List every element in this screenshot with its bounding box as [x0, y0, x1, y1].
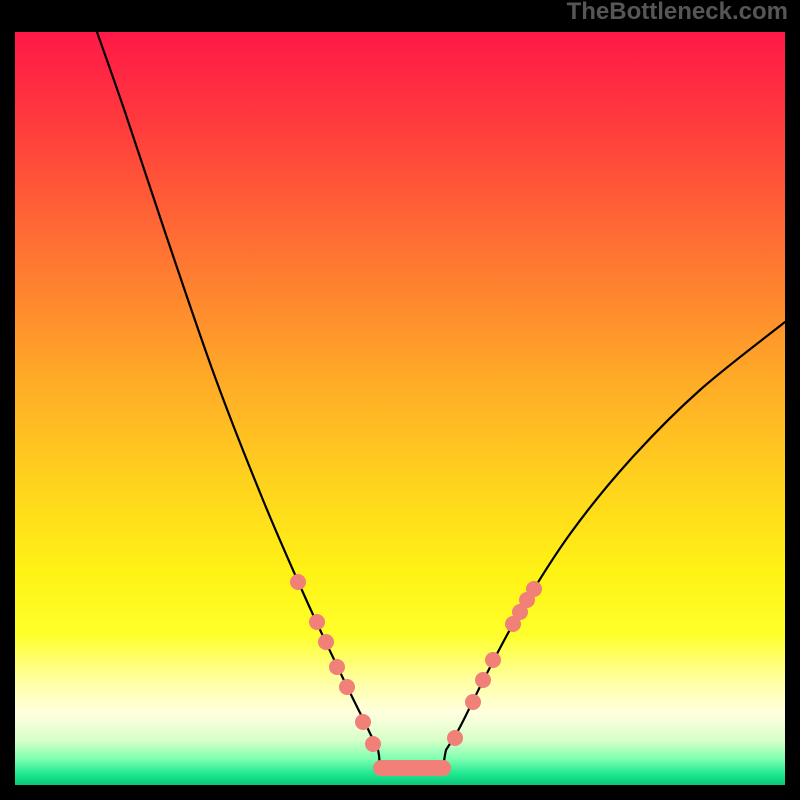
gradient-background	[15, 32, 785, 785]
bottleneck-chart	[15, 32, 785, 785]
data-marker	[355, 714, 371, 730]
watermark-text: TheBottleneck.com	[567, 0, 788, 24]
data-marker	[365, 736, 381, 752]
plot-area	[15, 32, 785, 785]
data-marker	[465, 694, 481, 710]
data-marker	[475, 672, 491, 688]
data-marker	[309, 614, 325, 630]
data-marker	[485, 652, 501, 668]
data-marker	[290, 574, 306, 590]
data-marker	[329, 659, 345, 675]
data-marker	[447, 730, 463, 746]
data-marker	[318, 634, 334, 650]
data-marker	[339, 679, 355, 695]
chart-root: TheBottleneck.com	[0, 0, 800, 800]
data-marker	[526, 581, 542, 597]
